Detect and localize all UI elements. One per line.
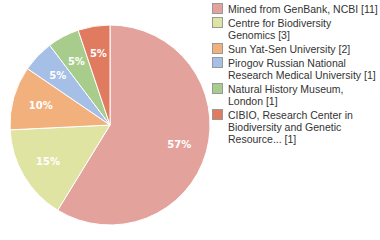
svg-text:5%: 5% <box>49 70 66 81</box>
html-text:CIBIO, Research Center in Biod: CIBIO, Research Center in Biodiversity a… <box>228 109 353 145</box>
html-text:Pirogov Russian National Resea: Pirogov Russian National Research Medica… <box>228 57 376 81</box>
svg-text:10%: 10% <box>29 100 53 111</box>
html-text:Mined from GenBank, NCBI [11]: Mined from GenBank, NCBI [11] <box>228 3 378 15</box>
html-text:Natural History Museum, London: Natural History Museum, London [1] <box>228 83 344 107</box>
html-text:Sun Yat-Sen University [2]: Sun Yat-Sen University [2] <box>228 43 351 55</box>
svg-text:5%: 5% <box>90 48 107 59</box>
svg-text:57%: 57% <box>167 139 191 150</box>
html-text:Centre for Biodiversity Genomi: Centre for Biodiversity Genomics [3] <box>228 17 332 41</box>
svg-text:5%: 5% <box>68 56 85 67</box>
svg-text:15%: 15% <box>36 156 60 167</box>
